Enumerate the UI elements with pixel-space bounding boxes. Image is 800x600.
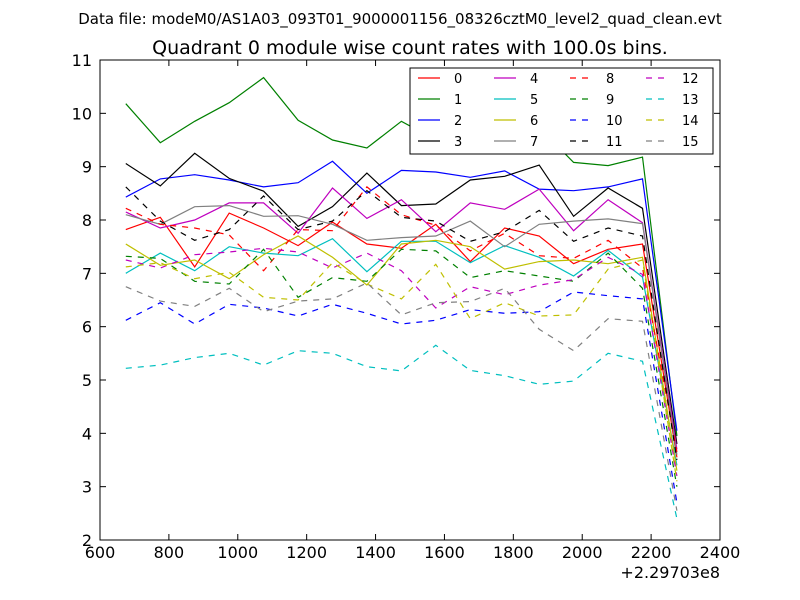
y-tick-label: 2 (82, 531, 92, 550)
legend-label-10: 10 (606, 114, 623, 129)
y-tick-label: 7 (82, 264, 92, 283)
series-line-5 (125, 237, 678, 466)
ticks-layer: 600 800 1000 1200 1400 1600 1800 2000 2200 2400 2 3… (72, 51, 741, 562)
series-line-1 (125, 76, 678, 437)
y-tick-label: 6 (82, 318, 92, 337)
legend-box (409, 67, 714, 155)
y-tick-label: 9 (82, 158, 92, 177)
legend-label-3: 3 (454, 135, 462, 150)
legend-label-9: 9 (606, 93, 614, 108)
legend-label-1: 1 (454, 93, 462, 108)
chart-title: Quadrant 0 module wise count rates with … (152, 37, 668, 59)
series-line-3 (125, 152, 678, 445)
x-tick-label: 1600 (424, 543, 465, 562)
legend-label-13: 13 (682, 93, 699, 108)
legend-label-0: 0 (454, 72, 462, 87)
legend-label-4: 4 (530, 72, 538, 87)
series-line-15 (125, 282, 678, 511)
y-tick-label: 4 (82, 424, 92, 443)
chart-suptitle: Data file: modeM0/AS1A03_093T01_90000011… (78, 10, 722, 29)
series-line-2 (125, 160, 678, 431)
legend-label-11: 11 (606, 135, 623, 150)
legend-label-5: 5 (530, 93, 538, 108)
legend-label-8: 8 (606, 72, 614, 87)
legend-label-14: 14 (682, 114, 699, 129)
axes-frame (99, 59, 721, 541)
series-line-7 (125, 204, 678, 455)
x-tick-label: 2200 (631, 543, 672, 562)
series-layer (125, 76, 678, 519)
y-tick-label: 5 (82, 371, 92, 390)
x-tick-label: 1000 (217, 543, 258, 562)
legend-label-2: 2 (454, 114, 462, 129)
legend-label-6: 6 (530, 114, 538, 129)
series-line-9 (125, 248, 678, 487)
legend-label-12: 12 (682, 72, 699, 87)
x-tick-label: 2400 (700, 543, 741, 562)
series-line-11 (125, 186, 678, 461)
series-line-6 (125, 235, 678, 471)
y-tick-label: 10 (72, 104, 92, 123)
legend-label-7: 7 (530, 135, 538, 150)
x-tick-label: 1200 (286, 543, 327, 562)
series-line-0 (125, 212, 678, 458)
x-tick-label: 1800 (493, 543, 534, 562)
legend-label-15: 15 (682, 135, 699, 150)
x-offset-label: +2.29703e8 (620, 563, 720, 582)
x-tick-label: 1400 (355, 543, 396, 562)
y-tick-label: 3 (82, 478, 92, 497)
x-tick-label: 2000 (562, 543, 603, 562)
x-tick-label: 600 (85, 543, 116, 562)
series-line-14 (125, 259, 678, 482)
y-tick-label: 11 (72, 51, 92, 70)
series-line-12 (125, 247, 678, 477)
x-tick-label: 800 (154, 543, 185, 562)
y-tick-label: 8 (82, 211, 92, 230)
